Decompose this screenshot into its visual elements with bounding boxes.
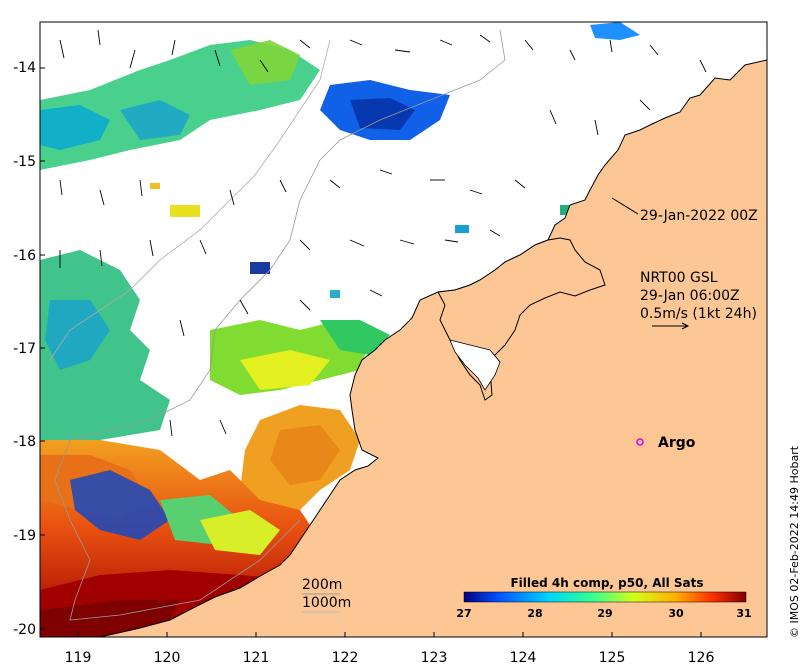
vector-scale-label: 0.5m/s (1kt 24h)	[640, 306, 757, 322]
lon-tick-label: 126	[688, 650, 715, 666]
plot-area	[40, 22, 767, 637]
argo-label: Argo	[658, 435, 696, 451]
colorbar: Filled 4h comp, p50, All Sats 27 28 29 3…	[455, 576, 763, 628]
colorbar-tick: 29	[597, 607, 612, 620]
lat-tick-label: -15	[13, 154, 36, 170]
lat-tick-label: -17	[13, 341, 36, 357]
colorbar-ramp	[463, 591, 747, 603]
isobath-200	[54, 29, 506, 621]
lat-tick-label: -14	[13, 60, 36, 76]
lon-tick-label: 121	[243, 650, 270, 666]
credit-label: © IMOS 02-Feb-2022 14:49 Hobart	[788, 445, 801, 638]
lon-axis: 119 120 121 122 123 124 125 126	[65, 650, 715, 666]
current-vectors	[59, 29, 707, 437]
colorbar-bg	[455, 598, 763, 628]
sst-time-pointer	[611, 197, 639, 215]
colorbar-tick: 30	[668, 607, 684, 620]
colorbar-title: Filled 4h comp, p50, All Sats	[510, 576, 703, 590]
lon-tick-label: 120	[154, 650, 181, 666]
lat-tick-label: -18	[13, 434, 36, 450]
sst-time-label: 29-Jan-2022 00Z	[640, 208, 758, 224]
plot-frame	[39, 21, 768, 638]
lon-tick-label: 122	[332, 650, 359, 666]
lon-tick-label: 124	[510, 650, 537, 666]
isobath-1000-label: 1000m	[302, 595, 351, 611]
colorbar-tick: 31	[736, 607, 751, 620]
land	[99, 59, 767, 637]
colorbar-tick: 28	[527, 607, 542, 620]
tick-marks	[40, 67, 702, 637]
lat-tick-label: -16	[13, 248, 36, 264]
argo-marker[interactable]	[636, 438, 644, 446]
lon-tick-label: 123	[421, 650, 448, 666]
vector-scale-arrow	[652, 322, 690, 330]
lon-tick-label: 125	[599, 650, 626, 666]
isobath-200-label: 200m	[302, 577, 342, 593]
lat-tick-label: -19	[13, 528, 36, 544]
isobath-1000	[49, 39, 331, 361]
current-source-label: NRT00 GSL	[640, 270, 718, 286]
king-sound	[449, 339, 501, 391]
lat-tick-label: -20	[13, 622, 36, 638]
current-time-label: 29-Jan 06:00Z	[640, 288, 740, 304]
lat-axis: -14 -15 -16 -17 -18 -19 -20	[13, 60, 36, 638]
colorbar-tick: 27	[456, 607, 471, 620]
lon-tick-label: 119	[65, 650, 92, 666]
